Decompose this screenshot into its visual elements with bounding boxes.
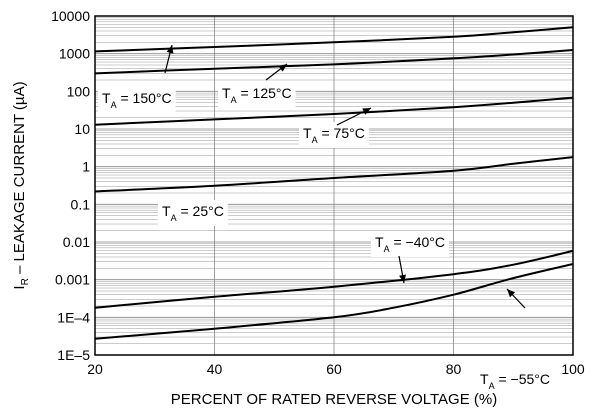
- x-tick-label: 80: [446, 361, 462, 377]
- annotations: TA = 150°C TA = 125°CTA = 75°CTA = 25°CTA…: [102, 85, 550, 391]
- y-tick-label: 0.1: [71, 196, 91, 212]
- annotation-backgrounds: [98, 82, 554, 394]
- y-tick-label: 1000: [59, 46, 90, 62]
- y-tick-label: 0.01: [63, 234, 90, 250]
- y-tick-label: 1E–5: [57, 347, 90, 363]
- annotation-main: T: [162, 203, 171, 219]
- tick-labels: 20 40 60 80 100 10000 1000 100 10 1 0.1 0.01 0.001 1E…: [51, 8, 585, 377]
- annotation-label-1: TA = 125°C: [222, 85, 292, 105]
- annotation-arrowhead: [362, 108, 371, 115]
- x-tick-label: 40: [207, 361, 223, 377]
- annotation-label-3: TA = 25°C: [162, 203, 224, 223]
- y-tick-label: 1: [82, 159, 90, 175]
- annotation-main: T: [102, 90, 111, 106]
- y-tick-label: 0.001: [55, 272, 90, 288]
- x-tick-label: 60: [326, 361, 342, 377]
- x-tick-label: 100: [561, 361, 585, 377]
- annotation-rest: = 75°C: [318, 125, 365, 141]
- annotation-rest: = 150°C: [117, 90, 172, 106]
- annotation-label-4: TA = −40°C: [375, 234, 445, 254]
- y-tick-label: 10000: [51, 8, 90, 24]
- series-line-5: [94, 263, 574, 340]
- annotation-arrowhead: [399, 274, 406, 283]
- annotation-rest: = 25°C: [177, 203, 224, 219]
- series-line-0: [94, 26, 574, 53]
- series-line-4: [94, 249, 574, 309]
- series-line-3: [94, 156, 574, 193]
- annotation-arrows: [164, 44, 526, 309]
- annotation-label-5: TA = −55°C: [480, 371, 550, 391]
- y-tick-label: 10: [74, 121, 90, 137]
- series-line-1: [94, 49, 574, 75]
- annotation-main: T: [375, 234, 384, 250]
- annotation-subscript: A: [384, 244, 390, 254]
- annotation-subscript: A: [312, 135, 318, 145]
- annotation-background: [299, 122, 369, 148]
- annotation-subscript: A: [231, 95, 237, 105]
- y-axis-title: IR – LEAKAGE CURRENT (µA): [11, 81, 31, 289]
- annotation-label-0: TA = 150°C: [102, 90, 172, 110]
- annotation-background: [371, 231, 449, 257]
- annotation-arrowhead: [166, 45, 174, 54]
- annotation-background: [218, 82, 296, 108]
- annotation-background: [158, 200, 228, 226]
- annotation-subscript: A: [171, 213, 177, 223]
- annotation-arrowhead: [278, 64, 287, 72]
- annotation-subscript: A: [111, 100, 117, 110]
- annotation-main: T: [480, 371, 489, 387]
- annotation-subscript: A: [489, 381, 495, 391]
- x-tick-label: 20: [87, 361, 103, 377]
- annotation-arrowhead: [507, 289, 516, 298]
- annotation-background: [98, 87, 176, 113]
- y-tick-label: 1E–4: [57, 309, 90, 325]
- y-axis-title-main: I: [11, 285, 28, 289]
- plot-frame: [94, 15, 574, 356]
- x-axis-title: PERCENT OF RATED REVERSE VOLTAGE (%): [171, 391, 497, 408]
- annotation-rest: = −55°C: [495, 371, 550, 387]
- annotation-main: T: [303, 125, 312, 141]
- annotation-label-2: TA = 75°C: [303, 125, 365, 145]
- series-lines: [94, 26, 574, 340]
- annotation-rest: = 125°C: [237, 85, 292, 101]
- annotation-main: T: [222, 85, 231, 101]
- y-axis-title-rest: – LEAKAGE CURRENT (µA): [11, 81, 28, 278]
- y-axis-title-subscript: R: [20, 278, 31, 285]
- y-tick-label: 100: [67, 83, 91, 99]
- annotation-rest: = −40°C: [390, 234, 445, 250]
- annotation-background: [476, 368, 554, 394]
